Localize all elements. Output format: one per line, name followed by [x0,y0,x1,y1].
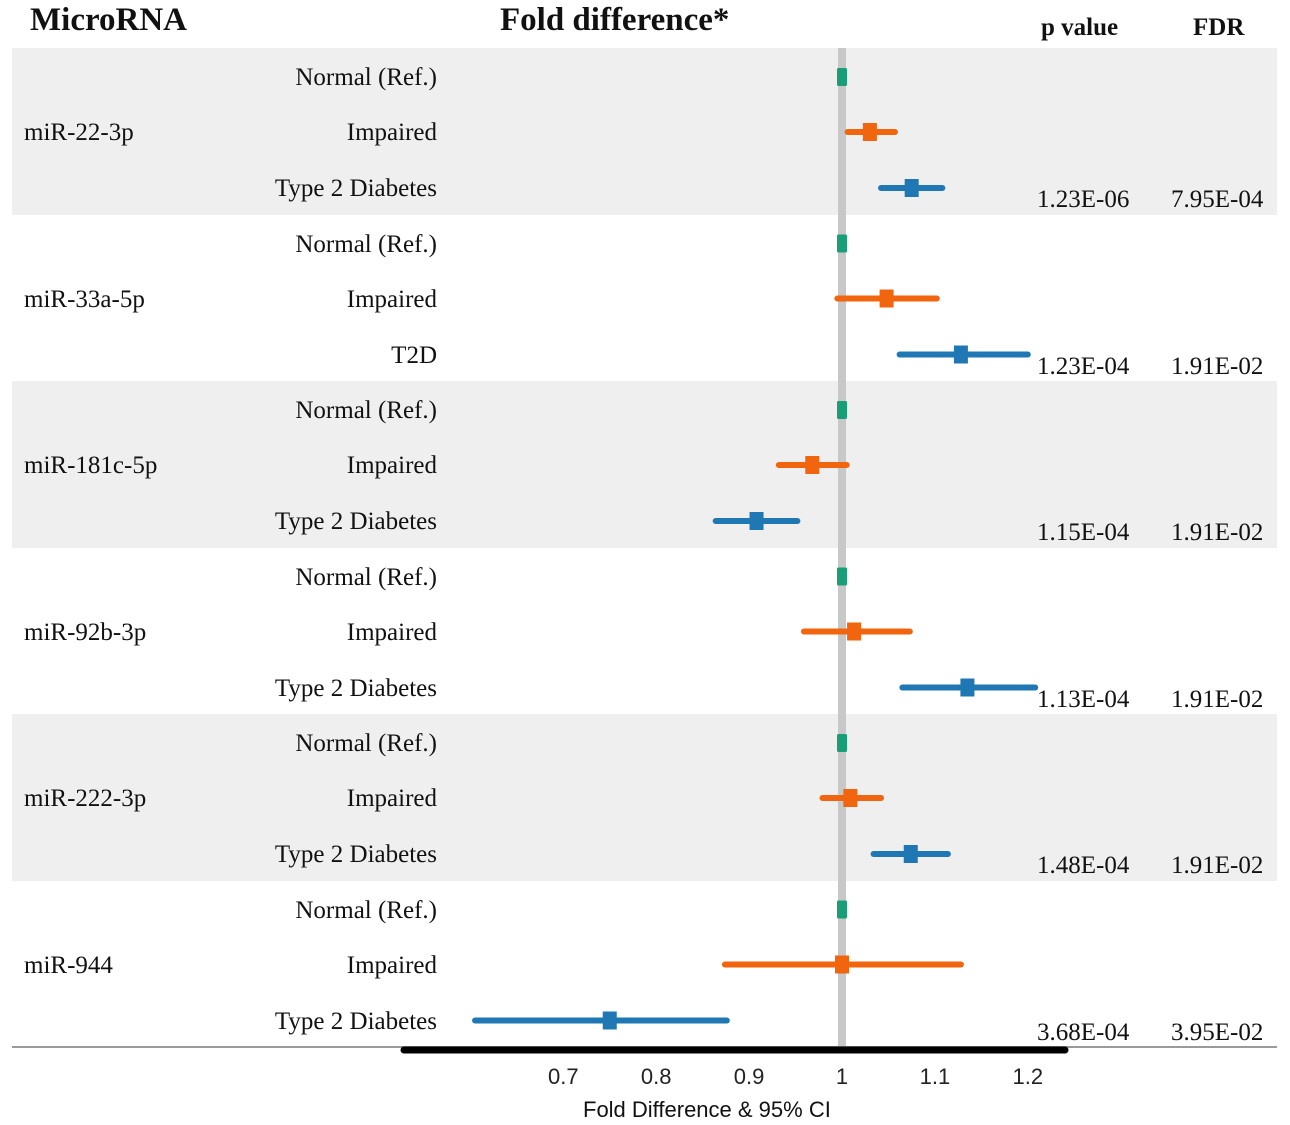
x-tick-label: 0.7 [548,1064,579,1089]
group-label: Normal (Ref.) [295,64,437,91]
p-value: 3.68E-04 [1037,1018,1130,1046]
group-label: Type 2 Diabetes [274,175,437,202]
fdr-value: 7.95E-04 [1171,186,1264,213]
x-tick-label: 1.1 [920,1064,951,1089]
fdr-value: 1.91E-02 [1171,519,1264,546]
table-row [12,48,1277,215]
microrna-name: miR-222-3p [24,785,147,812]
group-label: Impaired [346,618,437,646]
point-estimate [879,289,894,308]
point-estimate [837,68,847,86]
group-label: Impaired [346,285,437,313]
x-tick-label: 1 [836,1064,848,1089]
group-label: Type 2 Diabetes [274,1007,437,1035]
point-estimate [847,622,862,641]
x-tick-label: 1.2 [1013,1064,1044,1089]
point-estimate [837,734,847,752]
fdr-value: 1.91E-02 [1171,852,1264,879]
table-row [12,547,1277,714]
microrna-name: miR-33a-5p [24,285,145,313]
table-row [12,381,1277,548]
fdr-value: 3.95E-02 [1171,1018,1264,1046]
group-label: Type 2 Diabetes [274,508,437,535]
p-value: 1.48E-04 [1037,852,1130,879]
point-estimate [805,456,820,474]
point-estimate [837,900,847,919]
group-label: Impaired [346,951,437,979]
group-label: Normal (Ref.) [295,563,437,591]
p-value: 1.15E-04 [1037,519,1130,546]
header-microrna: MicroRNA [30,2,188,38]
point-estimate [749,512,764,530]
point-estimate [904,179,919,197]
point-estimate [862,123,877,141]
point-estimate [835,955,849,974]
p-value: 1.23E-04 [1037,352,1130,380]
group-label: Normal (Ref.) [295,230,437,258]
group-label: Normal (Ref.) [295,730,437,757]
group-label: Type 2 Diabetes [274,841,437,868]
group-label: Normal (Ref.) [295,896,437,924]
group-label: Impaired [346,119,437,146]
header-p-value: p value [1041,14,1119,41]
header-fdr: FDR [1193,14,1245,41]
x-axis-label: Fold Difference & 95% CI [583,1097,831,1122]
microrna-name: miR-181c-5p [24,452,158,479]
point-estimate [837,567,847,586]
fdr-value: 1.91E-02 [1171,685,1264,713]
group-label: Normal (Ref.) [295,397,437,424]
point-estimate [602,1011,617,1030]
group-label: Type 2 Diabetes [274,674,437,702]
point-estimate [960,678,975,697]
x-tick-label: 0.8 [641,1064,672,1089]
p-value: 1.13E-04 [1037,685,1130,713]
point-estimate [903,845,918,863]
group-label: Impaired [346,785,437,812]
header-fold-difference: Fold difference* [500,2,730,38]
p-value: 1.23E-06 [1037,186,1130,213]
point-estimate [837,234,847,253]
table-row [12,714,1277,881]
microrna-name: miR-22-3p [24,119,134,146]
microrna-name: miR-92b-3p [24,618,147,646]
fdr-value: 1.91E-02 [1171,352,1264,380]
group-label: Impaired [346,452,437,479]
point-estimate [953,345,968,364]
group-label: T2D [391,341,437,369]
reference-line [838,48,846,1047]
x-tick-label: 0.9 [734,1064,765,1089]
point-estimate [837,401,847,419]
microrna-name: miR-944 [24,951,113,979]
point-estimate [843,789,858,807]
table-row [12,214,1277,381]
